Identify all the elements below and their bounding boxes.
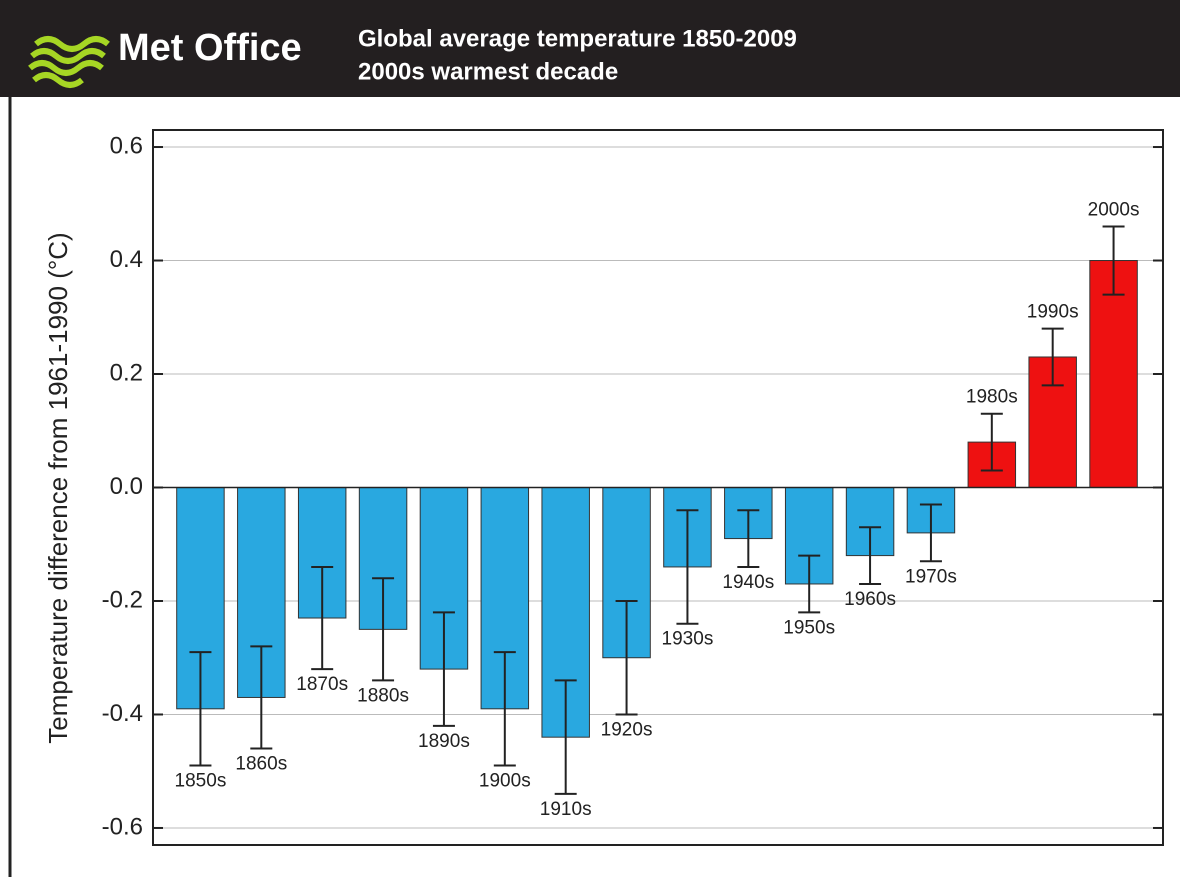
bar	[1089, 260, 1138, 488]
header-title: Global average temperature 1850-2009	[358, 25, 797, 52]
y-tick-label: 0.4	[110, 246, 143, 273]
y-tick-label: 0.0	[110, 473, 143, 500]
bar-label: 1860s	[235, 754, 287, 775]
logo-mark	[28, 36, 110, 88]
bar-label: 1990s	[1027, 302, 1079, 323]
bar-label: 1910s	[540, 799, 592, 820]
bar-label: 1890s	[418, 731, 470, 752]
bar-label: 1920s	[601, 719, 653, 740]
bar-label: 1900s	[479, 771, 531, 792]
plot-frame	[152, 129, 1164, 846]
bar-label: 1970s	[905, 566, 957, 587]
y-axis-label: Temperature difference from 1961-1990 (°…	[43, 232, 73, 743]
bar-label: 2000s	[1088, 199, 1140, 220]
y-tick-label: 0.2	[110, 359, 143, 386]
bar-label: 1960s	[844, 589, 896, 610]
y-tick-label: -0.2	[102, 586, 143, 613]
header-subtitle: 2000s warmest decade	[358, 58, 618, 85]
bar-label: 1870s	[296, 674, 348, 695]
y-tick-label: -0.4	[102, 700, 143, 727]
bar-label: 1930s	[662, 629, 714, 650]
bar-label: 1980s	[966, 387, 1018, 408]
y-tick-label: -0.6	[102, 813, 143, 840]
header-band	[0, 0, 1180, 97]
logo-text: Met Office	[118, 27, 302, 69]
y-tick-label: 0.6	[110, 132, 143, 159]
bar-label: 1940s	[722, 572, 774, 593]
bar-label: 1850s	[175, 771, 227, 792]
bar-label: 1880s	[357, 685, 409, 706]
bar-label: 1950s	[783, 617, 835, 638]
